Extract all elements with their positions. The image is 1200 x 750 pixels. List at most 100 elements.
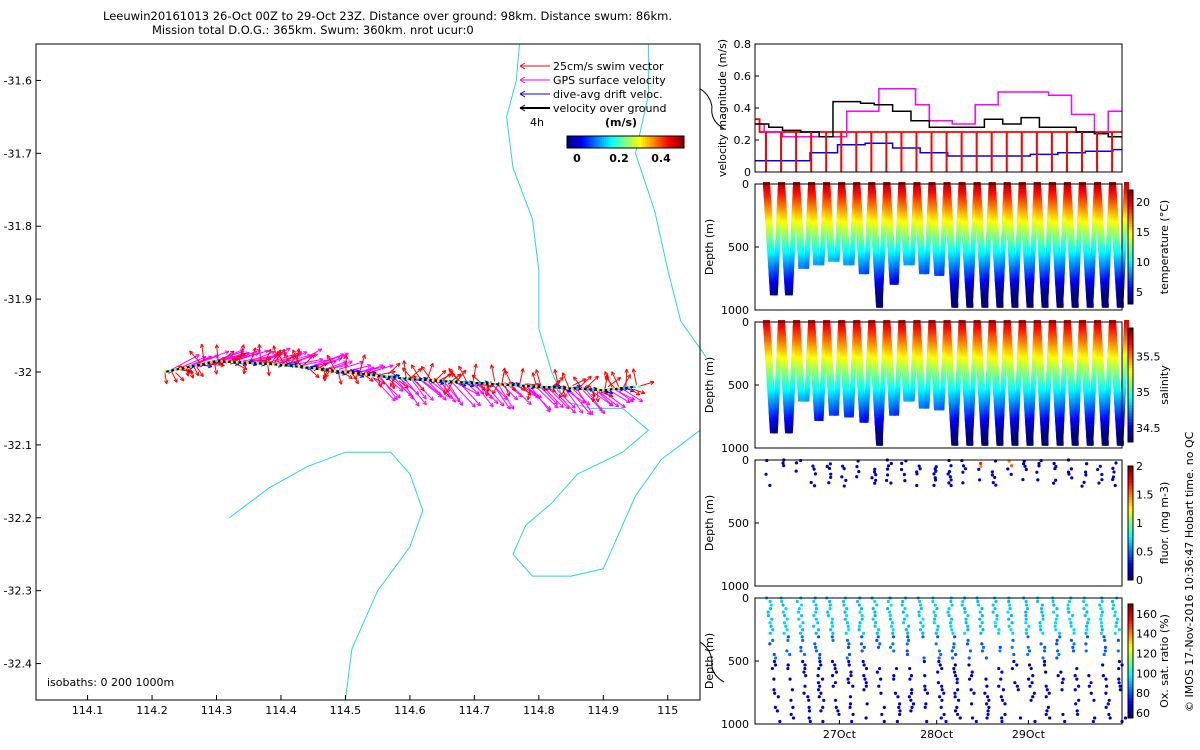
swim-vector xyxy=(292,349,301,366)
gps-vector xyxy=(569,389,592,416)
swim-vector-head xyxy=(290,354,296,360)
temperature-colorbar-segment xyxy=(1128,266,1133,271)
temperature-point xyxy=(877,303,883,308)
gps-vector xyxy=(338,361,364,370)
track-point xyxy=(452,380,456,384)
gps-vector xyxy=(267,353,303,366)
gps-vector-head xyxy=(589,410,594,416)
map-y-tick-label: -32.2 xyxy=(4,512,32,525)
colorbar-segment xyxy=(588,136,591,148)
swim-vector-head xyxy=(338,380,343,385)
swim-vector-head xyxy=(462,369,467,375)
track-point xyxy=(307,366,311,370)
gps-vector-head xyxy=(513,395,519,401)
colorbar-segment xyxy=(652,136,656,148)
swim-vector-head xyxy=(180,376,185,382)
track-point xyxy=(576,387,579,391)
swim-vector-head xyxy=(173,378,178,383)
temperature-point xyxy=(849,261,855,266)
swim-vector-head xyxy=(220,363,225,368)
swim-vector-head xyxy=(195,371,200,377)
colorbar-segment xyxy=(619,136,623,148)
swim-vector-head xyxy=(420,365,426,371)
gps-vector xyxy=(426,379,447,401)
temperature-colorbar-segment xyxy=(1128,198,1133,202)
swim-vector-head xyxy=(429,362,434,368)
colorbar-segment xyxy=(637,136,640,148)
swim-vector-head xyxy=(323,362,328,367)
legend-entry: velocity over ground xyxy=(553,102,666,115)
track-point xyxy=(607,388,610,392)
swim-vector-head xyxy=(504,370,509,375)
swim-vector-head xyxy=(396,362,401,368)
salinity-point xyxy=(833,411,839,416)
map-x-tick-label: 114.9 xyxy=(588,704,620,717)
swim-vector-head xyxy=(272,345,277,350)
swim-vector-head xyxy=(420,386,425,392)
gps-vector-head xyxy=(621,403,626,409)
temperature-colorbar-segment xyxy=(1128,204,1133,208)
temperature-colorbar-segment xyxy=(1128,209,1133,214)
track-point xyxy=(189,365,193,368)
temperature-colorbar-segment xyxy=(1128,289,1133,294)
gps-vector-head xyxy=(546,407,551,413)
temperature-point xyxy=(909,261,915,266)
swim-vector xyxy=(263,348,272,365)
temperature-point xyxy=(804,264,810,269)
colorbar-segment xyxy=(621,136,625,148)
gps-vector-head xyxy=(317,348,323,353)
colorbar-segment xyxy=(627,136,630,148)
salinity-point xyxy=(863,418,869,423)
track-point xyxy=(344,370,347,374)
gps-vector-head xyxy=(422,394,427,400)
swim-vector xyxy=(171,372,178,383)
temperature-point xyxy=(903,261,911,266)
swim-vector xyxy=(434,369,447,382)
track-point xyxy=(184,366,187,370)
track-point xyxy=(436,379,440,383)
swim-vector-head xyxy=(594,375,599,381)
gps-vector xyxy=(192,350,229,365)
colorbar-segment xyxy=(594,136,597,148)
temperature-colorbar-segment xyxy=(1128,201,1133,205)
salinity-point xyxy=(772,429,778,434)
gps-vector-head xyxy=(379,364,384,369)
swim-vector-head xyxy=(344,355,349,360)
title-line-1: Leeuwin20161013 26-Oct 00Z to 29-Oct 23Z… xyxy=(103,9,672,23)
gps-vector xyxy=(405,380,427,406)
swim-vector-head xyxy=(354,379,359,385)
track-point xyxy=(467,381,471,385)
swim-vector-head xyxy=(310,354,316,359)
track-point xyxy=(168,369,172,373)
swim-vector xyxy=(586,375,599,388)
temperature-point xyxy=(864,270,870,275)
gps-vector xyxy=(510,384,532,406)
swim-vector-head xyxy=(240,344,245,349)
colorbar-tick-label: 0.2 xyxy=(609,152,629,165)
temperature-point xyxy=(939,271,945,276)
temperature-point xyxy=(772,291,778,296)
temperature-colorbar-tick-label: 10 xyxy=(1136,256,1150,269)
swim-vector xyxy=(381,371,396,375)
colorbar-segment xyxy=(682,136,685,148)
gps-vector xyxy=(497,384,515,410)
colorbar-segment xyxy=(600,136,603,148)
swim-vector-head xyxy=(587,375,592,381)
gps-vector xyxy=(564,388,584,414)
swim-vector-head xyxy=(402,367,407,372)
gps-vector-head xyxy=(580,399,586,404)
gps-vector-head xyxy=(442,396,447,401)
colorbar-tick-label: 0.4 xyxy=(651,152,671,165)
swim-vector-head xyxy=(631,368,637,373)
colorbar-segment xyxy=(625,136,628,148)
swim-vector-head xyxy=(573,376,578,381)
swim-vector-head xyxy=(280,348,286,354)
gps-vector xyxy=(434,380,451,398)
swim-vector-head xyxy=(640,390,646,395)
swim-vector xyxy=(175,372,185,382)
temperature-colorbar-segment xyxy=(1128,278,1133,282)
gps-vector-head xyxy=(600,409,606,415)
gps-vector-head xyxy=(571,409,577,414)
swim-vector-head xyxy=(324,373,330,378)
track-point xyxy=(338,370,342,373)
